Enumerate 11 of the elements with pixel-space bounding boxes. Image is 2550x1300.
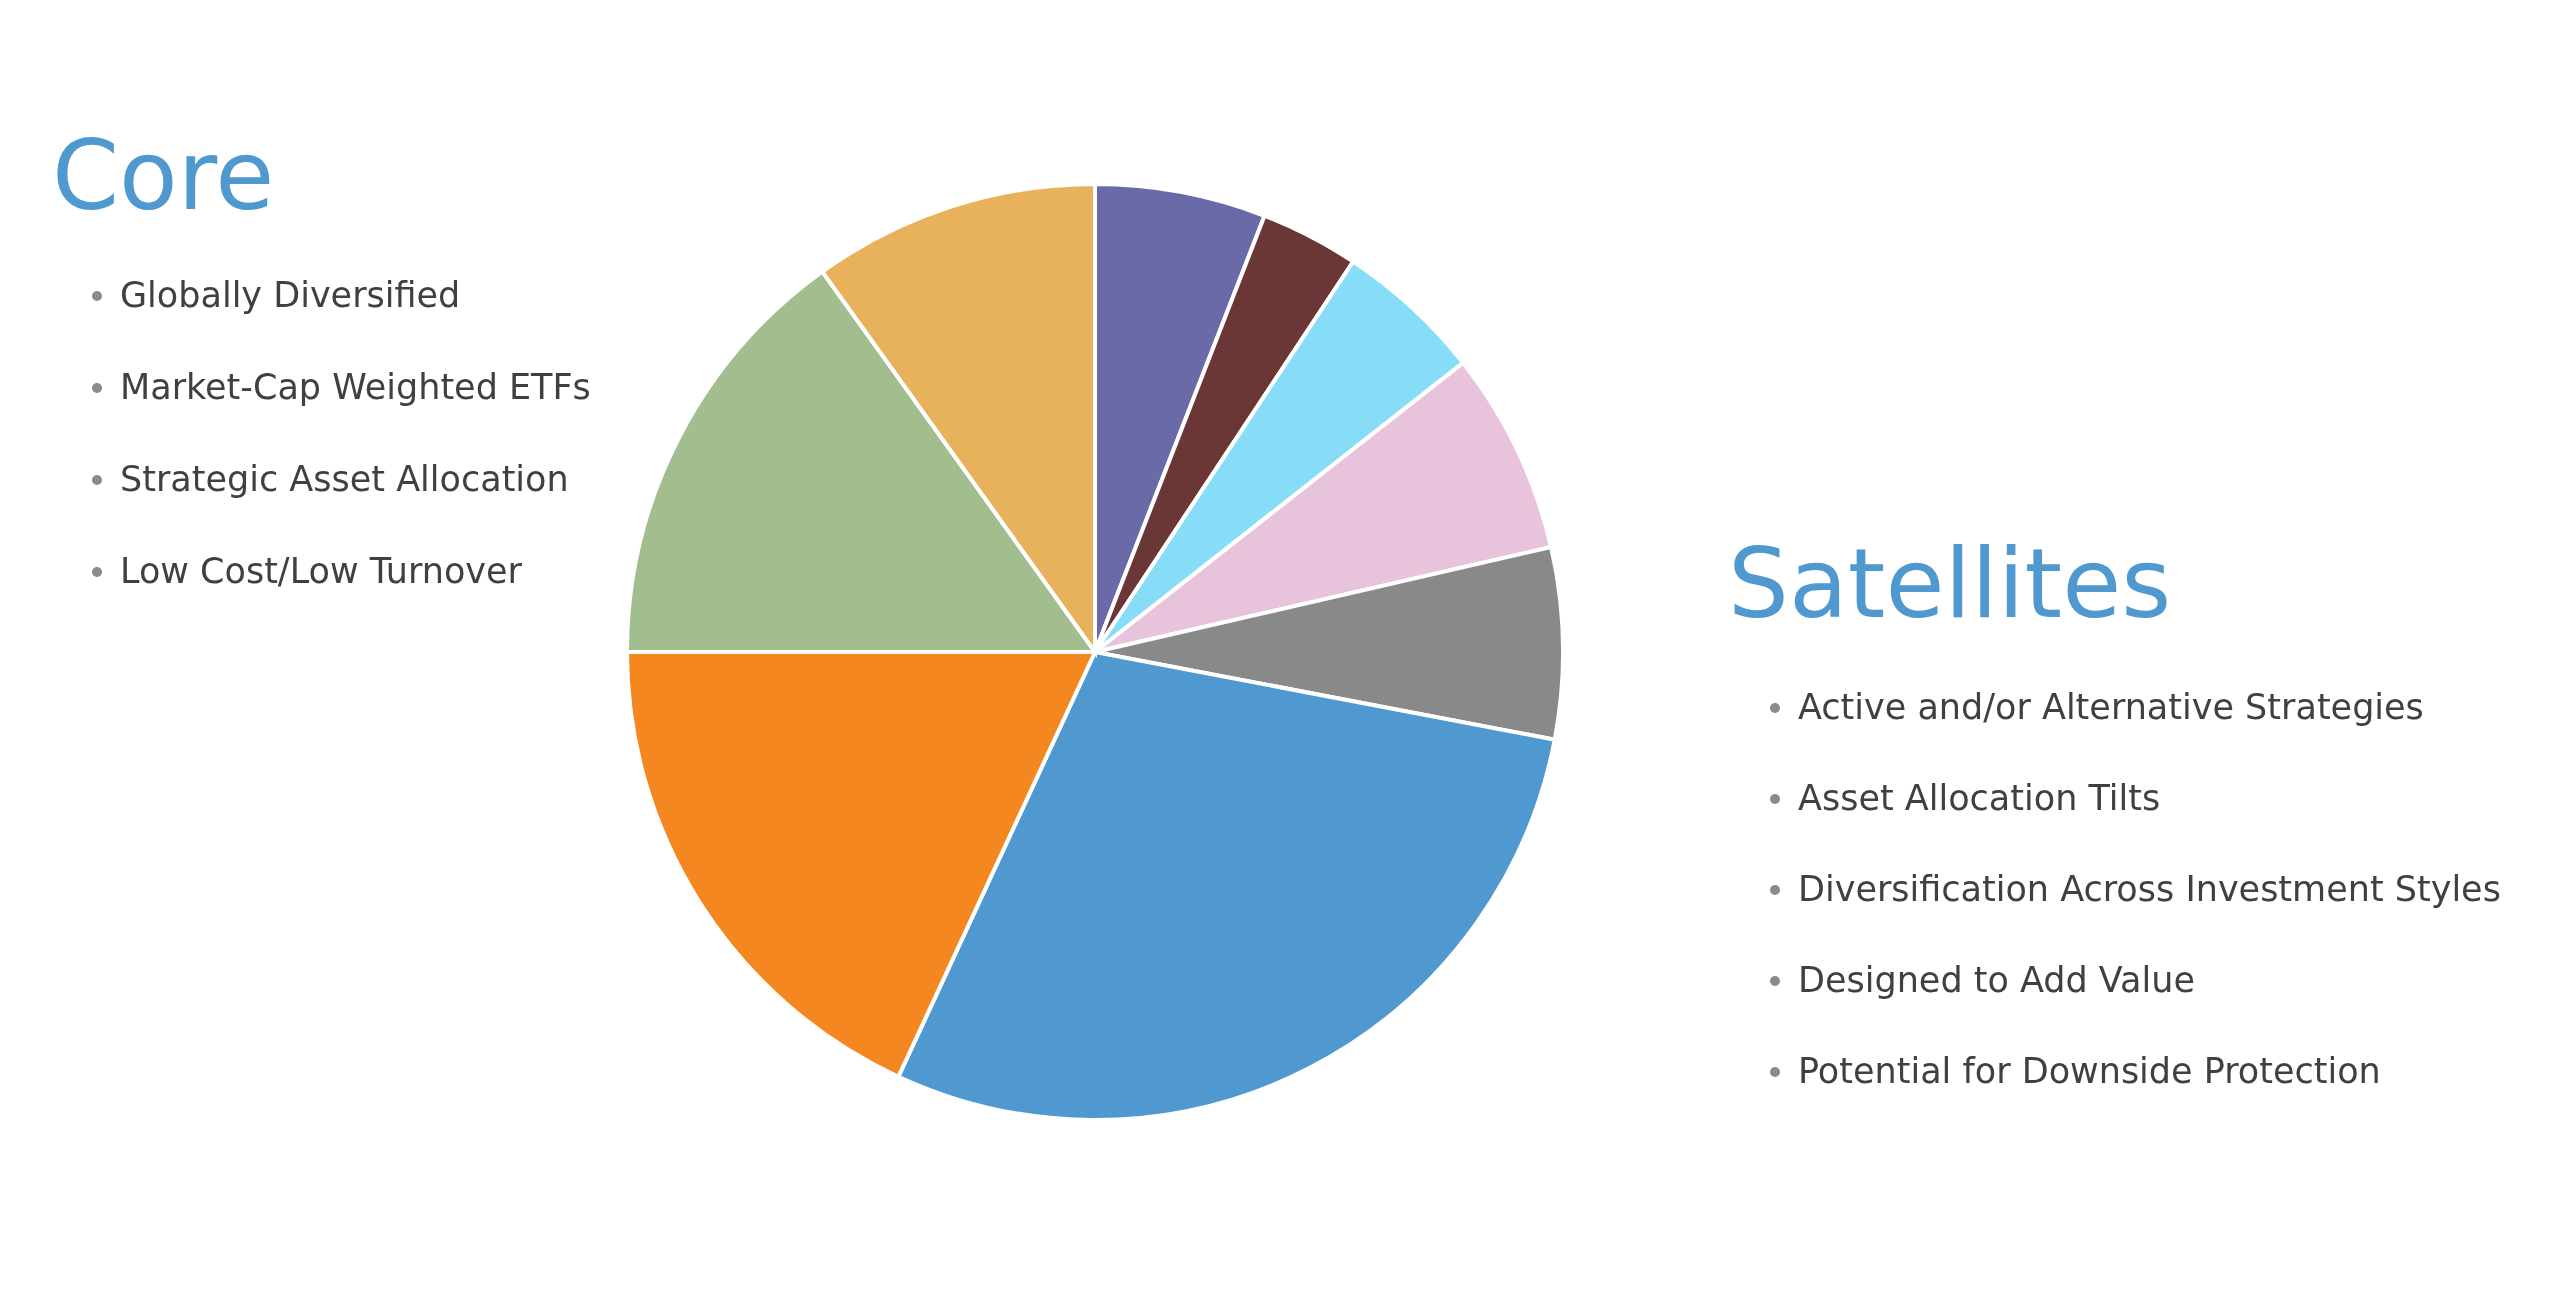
text: Potential for Downside Protection [1798, 1051, 2381, 1091]
text: Globally Diversified [120, 275, 461, 315]
text: Low Cost/Low Turnover [120, 551, 522, 591]
text: Satellites [1728, 528, 2172, 640]
text: Designed to Add Value [1798, 960, 2195, 1000]
text: Core [52, 120, 275, 232]
text: Active and/or Alternative Strategies [1798, 687, 2424, 727]
text: Market-Cap Weighted ETFs [120, 367, 591, 407]
text: Strategic Asset Allocation [120, 459, 569, 499]
text: Diversification Across Investment Styles [1798, 869, 2501, 909]
text: Asset Allocation Tilts [1798, 778, 2161, 818]
